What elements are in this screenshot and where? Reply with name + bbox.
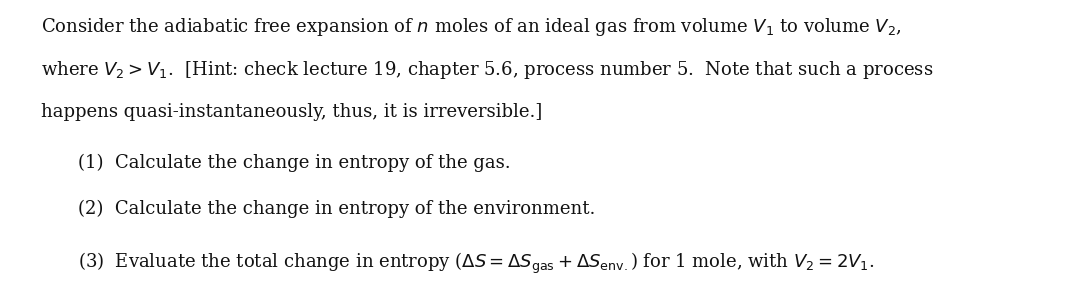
Text: where $V_2 > V_1$.  [Hint: check lecture 19, chapter 5.6, process number 5.  Not: where $V_2 > V_1$. [Hint: check lecture …	[41, 59, 934, 81]
Text: (1)  Calculate the change in entropy of the gas.: (1) Calculate the change in entropy of t…	[78, 154, 510, 172]
Text: happens quasi-instantaneously, thus, it is irreversible.]: happens quasi-instantaneously, thus, it …	[41, 103, 542, 121]
Text: (2)  Calculate the change in entropy of the environment.: (2) Calculate the change in entropy of t…	[78, 200, 595, 219]
Text: Consider the adiabatic free expansion of $n$ moles of an ideal gas from volume $: Consider the adiabatic free expansion of…	[41, 16, 901, 38]
Text: (3)  Evaluate the total change in entropy ($\Delta S = \Delta S_\mathrm{gas} + \: (3) Evaluate the total change in entropy…	[78, 251, 874, 276]
